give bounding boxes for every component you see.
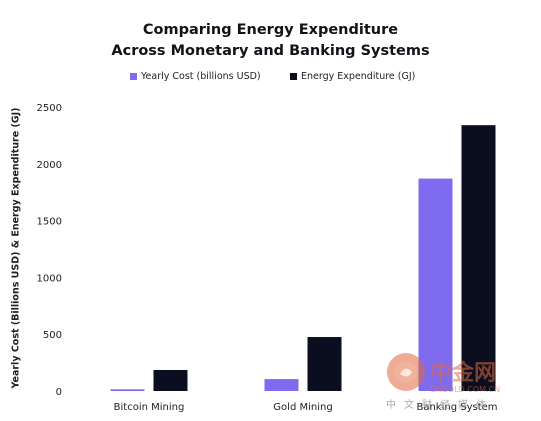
- svg-text:CNGOLD.COM.CN: CNGOLD.COM.CN: [430, 385, 500, 394]
- chart-title-line-2: Across Monetary and Banking Systems: [111, 43, 430, 59]
- bars: [110, 125, 496, 392]
- bar-yearly-cost-bitcoin-mining: [110, 389, 145, 391]
- y-tick-label: 0: [56, 387, 62, 398]
- y-tick-label: 500: [43, 330, 62, 341]
- bar-energy-expenditure-banking-system: [461, 125, 496, 392]
- bar-energy-expenditure-bitcoin-mining: [153, 369, 188, 391]
- svg-text:中金网: 中金网: [430, 360, 496, 386]
- y-axis-ticks: 0 500 1000 1500 2000 2500: [37, 103, 62, 398]
- cngold-watermark-logo: 中金网 CNGOLD.COM.CN 中文财经媒体: [386, 353, 500, 411]
- x-category-label: Bitcoin Mining: [114, 402, 185, 413]
- bar-yearly-cost-gold-mining: [264, 379, 299, 391]
- legend-label-energy-expenditure: Energy Expenditure (GJ): [301, 71, 416, 82]
- bar-yearly-cost-banking-system: [418, 178, 453, 391]
- legend-label-yearly-cost: Yearly Cost (billions USD): [141, 71, 261, 82]
- y-tick-label: 2000: [37, 160, 62, 171]
- x-category-label: Gold Mining: [273, 402, 332, 413]
- y-tick-label: 1000: [37, 273, 62, 284]
- chart-title: Comparing Energy Expenditure Across Mone…: [0, 20, 541, 62]
- x-axis-labels: Bitcoin Mining Gold Mining Banking System: [114, 402, 498, 413]
- y-tick-label: 2500: [37, 103, 62, 114]
- legend-swatch-yearly-cost: [130, 73, 137, 80]
- bar-energy-expenditure-gold-mining: [307, 337, 342, 391]
- legend-item-energy-expenditure: Energy Expenditure (GJ): [290, 71, 415, 82]
- svg-text:中文财经媒体: 中文财经媒体: [386, 398, 494, 411]
- legend-item-yearly-cost: Yearly Cost (billions USD): [130, 71, 261, 82]
- x-category-label: Banking System: [416, 402, 497, 413]
- chart-title-line-1: Comparing Energy Expenditure: [142, 22, 399, 38]
- y-tick-label: 1500: [37, 217, 62, 228]
- legend-swatch-energy-expenditure: [290, 73, 297, 80]
